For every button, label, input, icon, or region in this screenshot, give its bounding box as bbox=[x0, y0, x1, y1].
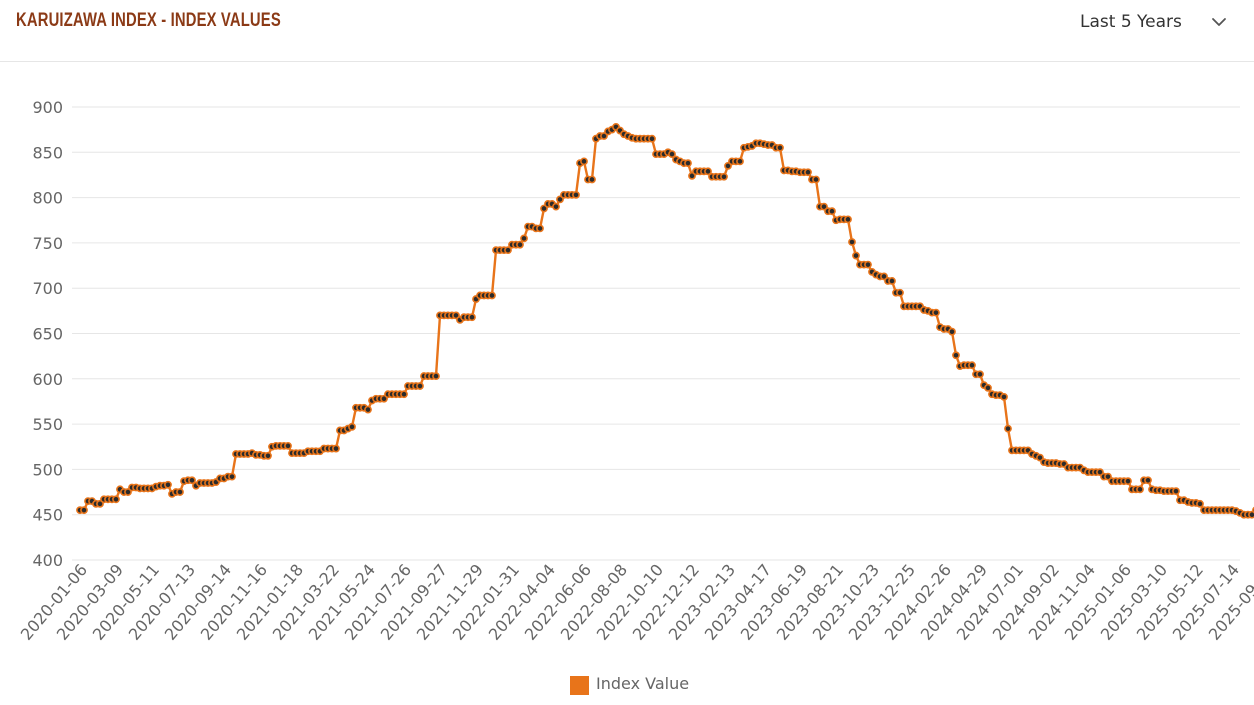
data-point bbox=[468, 313, 476, 322]
line-chart: 4004505005506006507007508008509002020-01… bbox=[17, 98, 1254, 644]
data-point bbox=[504, 246, 512, 255]
data-point bbox=[948, 327, 956, 336]
data-point bbox=[284, 441, 292, 450]
data-point bbox=[188, 476, 196, 485]
data-point bbox=[488, 291, 496, 300]
y-tick-label: 600 bbox=[32, 370, 63, 389]
data-point bbox=[864, 260, 872, 269]
data-point bbox=[668, 150, 676, 159]
y-tick-label: 550 bbox=[32, 415, 63, 434]
time-range-selected: Last 5 Years bbox=[1080, 12, 1182, 32]
y-tick-label: 900 bbox=[32, 98, 63, 117]
data-point bbox=[896, 288, 904, 297]
y-tick-label: 500 bbox=[32, 460, 63, 479]
y-tick-label: 650 bbox=[32, 325, 63, 344]
data-point bbox=[1136, 485, 1144, 494]
data-point bbox=[812, 175, 820, 184]
data-point bbox=[1172, 487, 1180, 496]
data-point bbox=[228, 472, 236, 481]
data-point bbox=[520, 234, 528, 243]
data-point bbox=[852, 251, 860, 260]
data-point bbox=[1004, 424, 1012, 433]
y-tick-label: 750 bbox=[32, 234, 63, 253]
data-point bbox=[844, 215, 852, 224]
data-point bbox=[348, 422, 356, 431]
data-point bbox=[848, 238, 856, 246]
chevron-down-icon bbox=[1211, 14, 1227, 34]
data-point bbox=[432, 372, 440, 380]
data-point bbox=[536, 224, 544, 233]
data-point bbox=[976, 370, 984, 379]
data-point bbox=[968, 361, 976, 370]
data-point bbox=[400, 390, 408, 399]
data-point bbox=[1144, 476, 1152, 485]
data-point bbox=[112, 495, 120, 504]
data-point bbox=[736, 157, 744, 166]
data-point bbox=[804, 168, 812, 177]
y-tick-label: 700 bbox=[32, 279, 63, 298]
data-point bbox=[720, 172, 728, 181]
legend-swatch bbox=[570, 676, 589, 695]
data-point bbox=[704, 167, 712, 176]
data-point bbox=[1124, 477, 1132, 486]
data-point bbox=[588, 175, 596, 184]
data-point bbox=[1248, 510, 1254, 519]
data-point bbox=[684, 159, 692, 168]
data-point bbox=[516, 240, 524, 249]
data-point bbox=[552, 202, 560, 211]
chart-title: KARUIZAWA INDEX - INDEX VALUES bbox=[16, 10, 281, 31]
data-point bbox=[580, 157, 588, 166]
data-point bbox=[572, 190, 580, 199]
y-tick-label: 850 bbox=[32, 143, 63, 162]
data-point bbox=[332, 444, 340, 453]
data-point bbox=[364, 405, 372, 414]
y-tick-label: 400 bbox=[32, 551, 63, 570]
data-point bbox=[1196, 499, 1204, 508]
data-point bbox=[80, 506, 88, 515]
data-point bbox=[176, 488, 184, 496]
data-point bbox=[952, 351, 960, 360]
data-point bbox=[828, 207, 836, 216]
legend-label: Index Value bbox=[596, 674, 690, 693]
data-point bbox=[648, 134, 656, 143]
data-point bbox=[264, 451, 272, 460]
time-range-dropdown[interactable]: Last 5 Years bbox=[1066, 8, 1236, 40]
data-point bbox=[416, 382, 424, 390]
y-tick-label: 450 bbox=[32, 506, 63, 525]
chart-header: KARUIZAWA INDEX - INDEX VALUES Last 5 Ye… bbox=[0, 0, 1254, 62]
data-point bbox=[776, 143, 784, 152]
data-point bbox=[888, 277, 896, 285]
data-point bbox=[932, 308, 940, 317]
data-point bbox=[984, 383, 992, 392]
y-tick-label: 800 bbox=[32, 189, 63, 208]
data-point bbox=[164, 480, 172, 489]
data-point bbox=[1000, 393, 1008, 401]
